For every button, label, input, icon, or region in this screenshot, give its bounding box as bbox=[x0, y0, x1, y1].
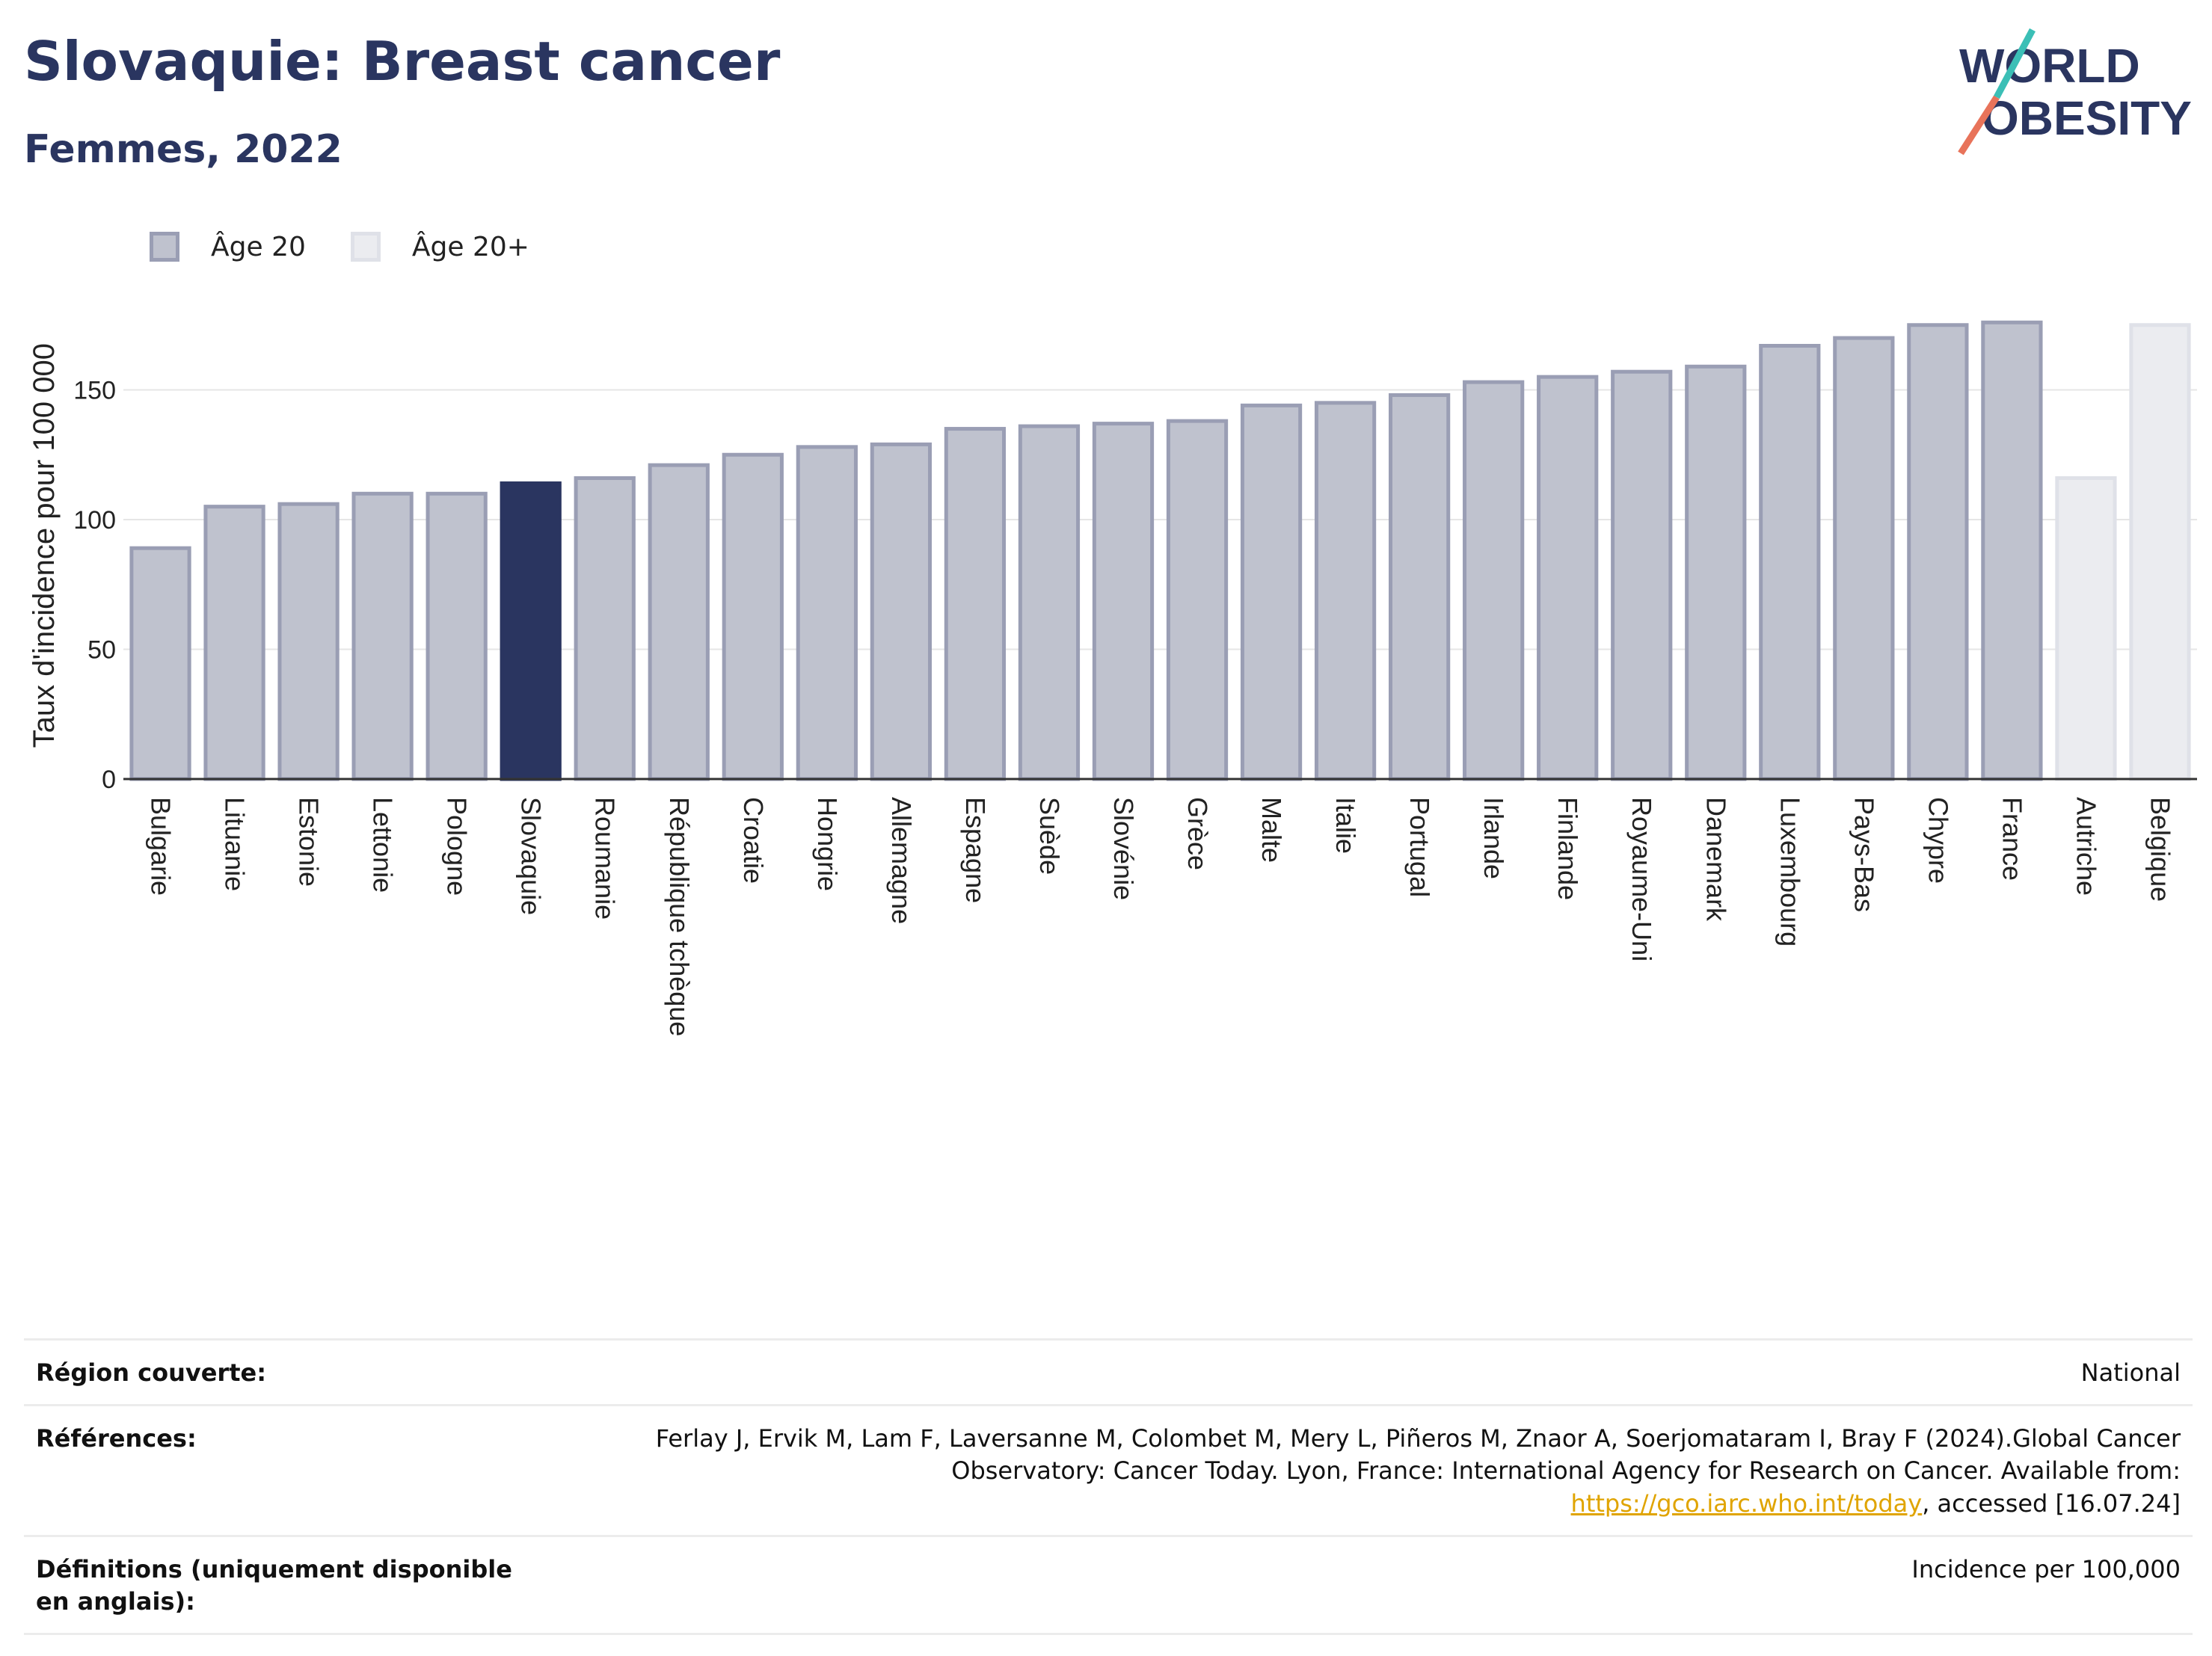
x-tick-label: Royaume-Uni bbox=[1626, 797, 1657, 961]
x-tick-label: Roumanie bbox=[590, 797, 621, 920]
bar-slovaquie bbox=[500, 481, 562, 781]
x-tick-label: Chypre bbox=[1923, 797, 1953, 884]
logo-slash-orange bbox=[1958, 95, 2000, 156]
bar-portugal bbox=[1389, 393, 1451, 781]
bar-croatie bbox=[722, 452, 784, 781]
definitions-value: Incidence per 100,000 bbox=[1911, 1554, 2181, 1583]
footer-row-references: Références: Ferlay J, Ervik M, Lam F, La… bbox=[24, 1404, 2193, 1535]
x-tick-label: France bbox=[1997, 797, 2027, 881]
bar-roumanie bbox=[574, 475, 636, 781]
bar-espagne bbox=[944, 427, 1007, 781]
logo-slash-teal bbox=[1994, 28, 2036, 99]
x-tick-label: Estonie bbox=[294, 797, 325, 887]
y-tick-label: 150 bbox=[73, 377, 116, 405]
x-tick-label: Croatie bbox=[738, 797, 769, 884]
x-tick-label: Lettonie bbox=[368, 797, 399, 893]
x-tick-label: Pologne bbox=[442, 797, 473, 896]
footer-row-region: Région couverte: National bbox=[24, 1338, 2193, 1404]
chart-title: Slovaquie: Breast cancer bbox=[24, 30, 781, 93]
logo-line1: WORLD bbox=[1959, 39, 2140, 93]
x-tick-label: Hongrie bbox=[812, 797, 843, 891]
x-tick-label: Finlande bbox=[1552, 797, 1583, 900]
legend-item-age20[interactable]: Âge 20 bbox=[150, 232, 306, 262]
y-tick-label: 0 bbox=[102, 766, 116, 794]
chart-legend: Âge 20 Âge 20+ bbox=[150, 224, 574, 269]
bar-suède bbox=[1018, 424, 1081, 781]
references-link[interactable]: https://gco.iarc.who.int/today bbox=[1570, 1489, 1923, 1518]
references-text: Ferlay J, Ervik M, Lam F, Laversanne M, … bbox=[655, 1424, 2181, 1486]
x-tick-label: Espagne bbox=[960, 797, 991, 903]
bar-belgique bbox=[2129, 323, 2191, 781]
world-obesity-logo: WORLD OBESITY bbox=[1958, 28, 2192, 156]
logo-line2: OBESITY bbox=[1982, 91, 2192, 145]
x-tick-label: Pays-Bas bbox=[1849, 797, 1879, 912]
references-value: Ferlay J, Ervik M, Lam F, Laversanne M, … bbox=[610, 1423, 2181, 1520]
x-tick-label: Malte bbox=[1256, 797, 1287, 863]
bar-lituanie bbox=[203, 505, 265, 781]
x-tick-label: Lituanie bbox=[220, 797, 251, 891]
bar-pays-bas bbox=[1833, 336, 1895, 781]
legend-item-age20plus[interactable]: Âge 20+ bbox=[350, 231, 529, 262]
bar-bulgarie bbox=[129, 546, 191, 781]
bar-estonie bbox=[277, 502, 340, 781]
legend-swatch-age20plus bbox=[350, 232, 381, 262]
region-label: Région couverte: bbox=[36, 1358, 266, 1387]
references-label: Références: bbox=[36, 1424, 197, 1453]
x-tick-label: Luxembourg bbox=[1775, 797, 1805, 946]
x-tick-label: Allemagne bbox=[886, 797, 917, 924]
x-tick-label: République tchèque bbox=[664, 797, 695, 1036]
x-tick-label: Suède bbox=[1034, 797, 1065, 875]
x-tick-label: Belgique bbox=[2145, 797, 2175, 902]
bar-italie bbox=[1314, 401, 1377, 781]
y-tick-label: 100 bbox=[73, 506, 116, 535]
definitions-label: Définitions (uniquement disponible en an… bbox=[36, 1554, 512, 1616]
x-tick-label: Danemark bbox=[1701, 797, 1731, 922]
x-tick-label: Autriche bbox=[2071, 797, 2101, 896]
bar-lettonie bbox=[351, 491, 414, 781]
x-tick-label: Slovaquie bbox=[516, 797, 547, 915]
bar-chart: 0 50 100 150 Taux d'incidence pour 100 000 Bu… bbox=[28, 320, 2197, 1036]
bar-royaume-uni bbox=[1611, 369, 1673, 781]
y-axis-label: Taux d'incidence pour 100 000 bbox=[28, 343, 61, 748]
chart-subtitle: Femmes, 2022 bbox=[24, 127, 342, 172]
bar-grèce bbox=[1166, 419, 1229, 781]
bar-allemagne bbox=[870, 442, 932, 781]
bar-république-tchèque bbox=[648, 463, 710, 781]
bar-finlande bbox=[1537, 375, 1599, 781]
legend-label-age20plus: Âge 20+ bbox=[411, 231, 529, 262]
bar-autriche bbox=[2055, 475, 2117, 781]
footer-table: Région couverte: National Références: Fe… bbox=[24, 1338, 2193, 1636]
bar-slovénie bbox=[1092, 422, 1155, 781]
bar-danemark bbox=[1685, 364, 1747, 781]
x-tick-label: Slovénie bbox=[1108, 797, 1139, 900]
bar-pologne bbox=[425, 491, 488, 781]
bar-france bbox=[1981, 320, 2043, 781]
bar-hongrie bbox=[796, 445, 858, 781]
x-tick-label: Portugal bbox=[1404, 797, 1435, 897]
legend-swatch-age20 bbox=[150, 232, 179, 262]
x-tick-label: Irlande bbox=[1478, 797, 1509, 879]
bar-irlande bbox=[1463, 380, 1525, 781]
legend-label-age20: Âge 20 bbox=[211, 231, 306, 262]
region-value: National bbox=[2080, 1358, 2181, 1387]
x-tick-label: Bulgarie bbox=[146, 797, 176, 896]
bar-chypre bbox=[1907, 323, 1969, 781]
x-tick-label: Grèce bbox=[1182, 797, 1213, 870]
bar-malte bbox=[1240, 403, 1303, 781]
y-tick-label: 50 bbox=[87, 636, 116, 665]
bar-luxembourg bbox=[1759, 344, 1821, 781]
x-tick-label: Italie bbox=[1330, 797, 1361, 854]
references-accessed: , accessed [16.07.24] bbox=[1922, 1489, 2181, 1518]
footer-row-definitions: Définitions (uniquement disponible en an… bbox=[24, 1534, 2193, 1636]
